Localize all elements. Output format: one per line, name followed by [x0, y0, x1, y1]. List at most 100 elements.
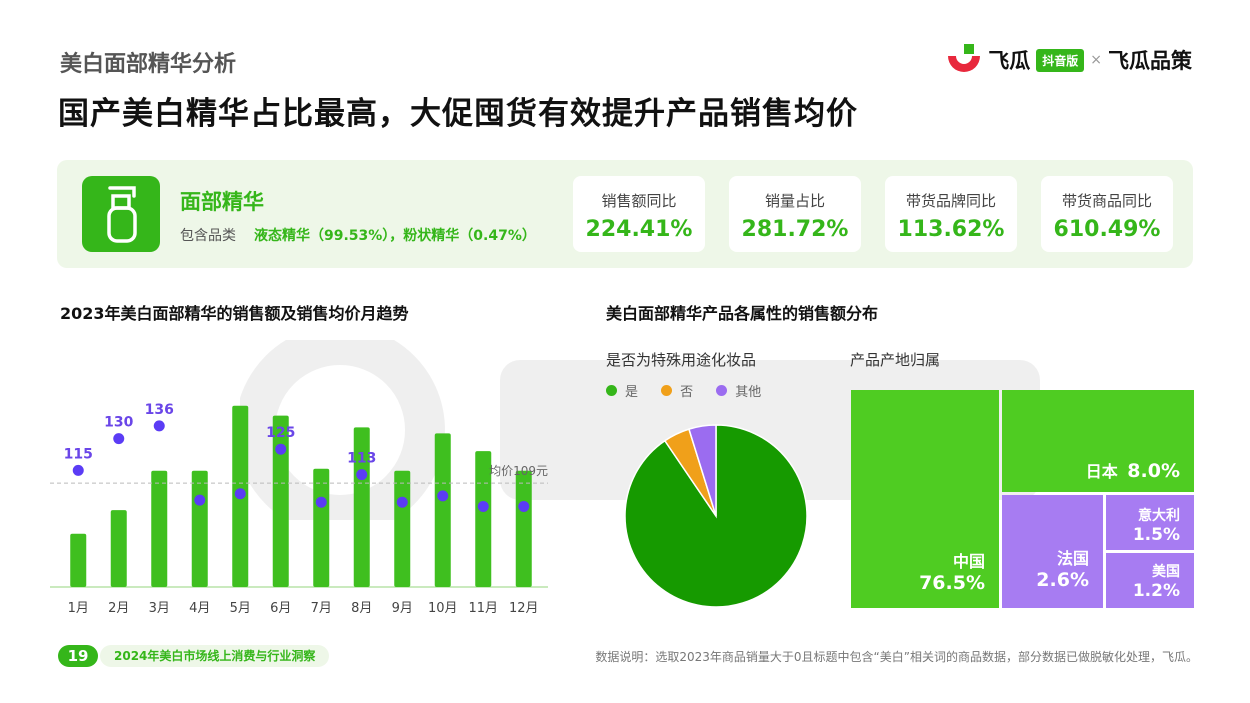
pie-chart-title: 是否为特殊用途化妆品	[606, 351, 757, 369]
feigua-logo-icon	[944, 42, 984, 78]
dot-value-label: 130	[104, 415, 133, 431]
bar-sales-8	[353, 427, 370, 587]
bar-sales-4	[191, 470, 208, 587]
legend-label: 其他	[735, 385, 762, 400]
treemap-cell-france: 法国 2.6%	[1002, 495, 1103, 608]
treemap-value: 1.5%	[1132, 525, 1180, 545]
dot-avg-price-4	[194, 494, 206, 506]
bar-sales-9	[394, 470, 411, 587]
treemap-label: 日本	[1085, 462, 1118, 481]
legend-swatch	[661, 385, 673, 396]
bar-sales-3	[151, 470, 168, 587]
treemap-cell-usa: 美国 1.2%	[1106, 553, 1194, 608]
kpi-card-volume-share: 销量占比 281.72%	[729, 176, 861, 252]
dot-avg-price-11	[477, 500, 489, 512]
kpi-card-product-yoy: 带货商品同比 610.49%	[1041, 176, 1173, 252]
legend-swatch	[606, 385, 617, 396]
x-tick-label: 2月	[108, 601, 129, 616]
dot-avg-price-5	[234, 488, 246, 500]
x-tick-label: 9月	[392, 601, 413, 616]
data-footnote: 数据说明：选取2023年商品销量大于0且标题中包含“美白”相关词的商品数据，部分…	[595, 650, 1198, 664]
kpi-value: 610.49%	[1053, 217, 1161, 242]
category-includes-label: 包含品类	[180, 228, 236, 244]
kpi-label: 带货商品同比	[1061, 192, 1152, 210]
page-number: 19	[58, 645, 98, 667]
kpi-label: 销售额同比	[601, 192, 677, 210]
x-tick-label: 12月	[509, 601, 539, 616]
dot-avg-price-9	[396, 496, 408, 508]
dot-avg-price-3	[153, 420, 165, 432]
dot-avg-price-12	[518, 500, 530, 512]
treemap-value: 1.2%	[1132, 581, 1180, 601]
legend-label: 是	[625, 385, 639, 400]
bar-sales-10	[434, 433, 451, 587]
kpi-card-brand-yoy: 带货品牌同比 113.62%	[885, 176, 1017, 252]
treemap-cell-italy: 意大利 1.5%	[1106, 495, 1194, 550]
x-tick-label: 10月	[428, 601, 458, 616]
dot-value-label: 125	[266, 425, 295, 441]
logo-badge: 抖音版	[1036, 48, 1085, 72]
pie-slice-other	[688, 424, 717, 517]
treemap-value: 2.6%	[1036, 569, 1089, 591]
treemap-label: 意大利	[1138, 508, 1180, 524]
x-tick-label: 3月	[149, 601, 170, 616]
bar-chart-title: 2023年美白面部精华的销售额及销售均价月趋势	[60, 304, 409, 323]
section-subtitle: 美白面部精华分析	[60, 52, 237, 77]
bar-sales-1	[70, 533, 87, 587]
dot-avg-price-8	[356, 469, 368, 481]
kpi-card-sales-yoy: 销售额同比 224.41%	[573, 176, 705, 252]
legend-label: 否	[680, 385, 694, 400]
treemap-label: 法国	[1056, 549, 1089, 568]
x-tick-label: 8月	[351, 601, 372, 616]
dot-avg-price-1	[72, 464, 84, 476]
dot-avg-price-2	[113, 433, 125, 445]
kpi-value: 224.41%	[585, 217, 693, 242]
legend-item-yes: 是	[606, 381, 638, 400]
treemap-cell-china: 中国 76.5%	[851, 390, 999, 608]
bar-sales-2	[110, 510, 127, 587]
dot-avg-price-10	[437, 490, 449, 502]
x-tick-label: 7月	[311, 601, 332, 616]
distribution-title: 美白面部精华产品各属性的销售额分布	[606, 304, 879, 323]
logo-separator: ×	[1090, 52, 1102, 68]
treemap-label: 中国	[952, 552, 985, 571]
dot-value-label: 115	[64, 446, 93, 462]
logo-brand-name: 飞瓜	[988, 49, 1031, 73]
category-name: 面部精华	[180, 190, 264, 214]
legend-item-other: 其他	[716, 381, 761, 400]
logo-partner-name: 飞瓜品策	[1108, 49, 1192, 73]
dot-avg-price-6	[275, 443, 287, 455]
x-tick-label: 1月	[68, 601, 89, 616]
origin-treemap: 中国 76.5% 日本 8.0% 法国 2.6% 意大利 1.5% 美国 1.2…	[851, 390, 1194, 608]
bar-sales-11	[475, 451, 492, 587]
bar-sales-12	[515, 470, 532, 587]
kpi-value: 113.62%	[897, 217, 1005, 242]
treemap-label: 美国	[1152, 564, 1180, 580]
serum-bottle-icon	[82, 176, 160, 252]
treemap-value: 76.5%	[919, 572, 985, 594]
page-headline: 国产美白精华占比最高，大促囤货有效提升产品销售均价	[58, 96, 858, 132]
avg-price-label: 均价109元	[489, 464, 548, 478]
treemap-value: 8.0%	[1127, 460, 1180, 482]
legend-item-no: 否	[661, 381, 693, 400]
dot-avg-price-7	[315, 496, 327, 508]
x-tick-label: 11月	[468, 601, 498, 616]
kpi-label: 带货品牌同比	[905, 192, 996, 210]
x-tick-label: 4月	[189, 601, 210, 616]
report-title-pill: 2024年美白市场线上消费与行业洞察	[100, 645, 330, 667]
treemap-cell-japan: 日本 8.0%	[1002, 390, 1194, 492]
category-includes-value: 液态精华（99.53%），粉状精华（0.47%）	[254, 228, 536, 244]
dot-value-label: 136	[145, 402, 174, 418]
sales-trend-chart: 均价109元 115 130 136 125 113 1月 2月 3月 4月 5月 6月 7月 8月 9月 1…	[50, 402, 548, 616]
special-use-pie-chart	[624, 424, 808, 608]
x-tick-label: 6月	[270, 601, 291, 616]
pie-legend: 是 否 其他	[606, 381, 779, 400]
bar-sales-7	[313, 468, 330, 587]
bar-sales-6	[272, 415, 289, 587]
kpi-label: 销量占比	[764, 192, 825, 210]
legend-swatch	[716, 385, 728, 396]
treemap-title: 产品产地归属	[850, 351, 941, 369]
brand-logo: 飞瓜 抖音版 × 飞瓜品策	[944, 42, 1192, 78]
dot-value-label: 113	[347, 451, 376, 467]
x-tick-label: 5月	[230, 601, 251, 616]
